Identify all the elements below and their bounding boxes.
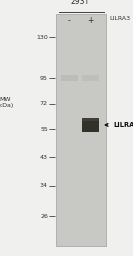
Bar — [82, 118, 99, 132]
Text: LILRA3: LILRA3 — [113, 122, 133, 128]
Bar — [82, 118, 99, 121]
Text: 95: 95 — [40, 76, 48, 81]
Bar — [82, 75, 99, 81]
Text: 26: 26 — [40, 214, 48, 219]
Text: +: + — [87, 16, 94, 25]
Text: MW
(kDa): MW (kDa) — [0, 97, 14, 108]
Text: 72: 72 — [40, 101, 48, 106]
Bar — [61, 75, 78, 81]
Text: 55: 55 — [40, 127, 48, 132]
Text: 293T: 293T — [70, 0, 89, 6]
Text: 130: 130 — [36, 35, 48, 40]
Bar — [56, 14, 106, 246]
Text: 43: 43 — [40, 155, 48, 160]
Text: 34: 34 — [40, 183, 48, 188]
Text: LILRA3: LILRA3 — [109, 16, 130, 21]
Text: -: - — [68, 16, 70, 25]
